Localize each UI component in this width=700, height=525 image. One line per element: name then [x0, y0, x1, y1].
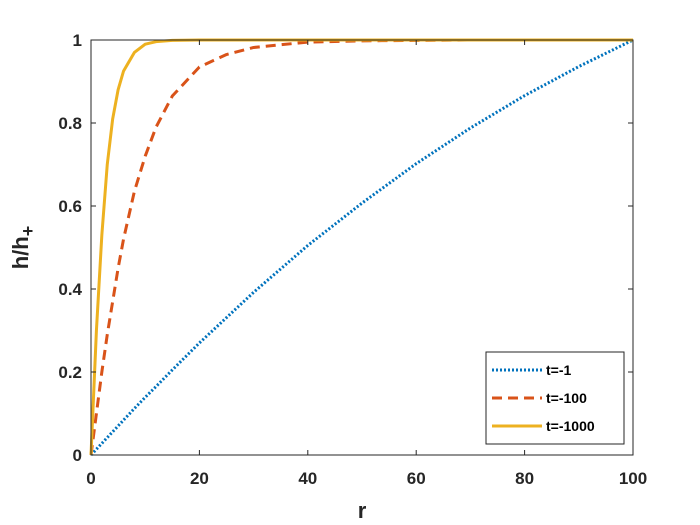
y-tick-label: 0 — [73, 446, 82, 465]
x-tick-label: 80 — [515, 469, 534, 488]
x-tick-label: 20 — [190, 469, 209, 488]
legend-label: t=-1000 — [546, 418, 595, 434]
y-axis-title-main: h/h — [8, 236, 33, 269]
y-axis-title: h/h+ — [8, 226, 38, 270]
y-tick-label: 1 — [73, 31, 82, 50]
series-line-1 — [89, 38, 634, 457]
x-tick-labels: 0 20 40 60 80 100 — [86, 469, 647, 488]
x-tick-label: 40 — [298, 469, 317, 488]
y-tick-labels: 0 0.2 0.4 0.6 0.8 1 — [58, 31, 82, 465]
y-tick-label: 0.2 — [58, 363, 82, 382]
legend-label: t=-1 — [546, 362, 572, 378]
legend: t=-1 t=-100 t=-1000 — [485, 351, 625, 445]
y-tick-label: 0.6 — [58, 197, 82, 216]
series-line-2 — [89, 38, 633, 456]
y-axis-title-subscript: + — [18, 226, 38, 237]
y-tick-label: 0.4 — [58, 280, 82, 299]
x-tick-label: 100 — [619, 469, 647, 488]
axis-ticks — [90, 39, 634, 456]
plot-frame — [90, 39, 634, 456]
x-axis-title: r — [358, 498, 367, 523]
legend-label: t=-100 — [546, 390, 587, 406]
x-tick-label: 60 — [407, 469, 426, 488]
y-tick-label: 0.8 — [58, 114, 82, 133]
x-tick-label: 0 — [86, 469, 95, 488]
